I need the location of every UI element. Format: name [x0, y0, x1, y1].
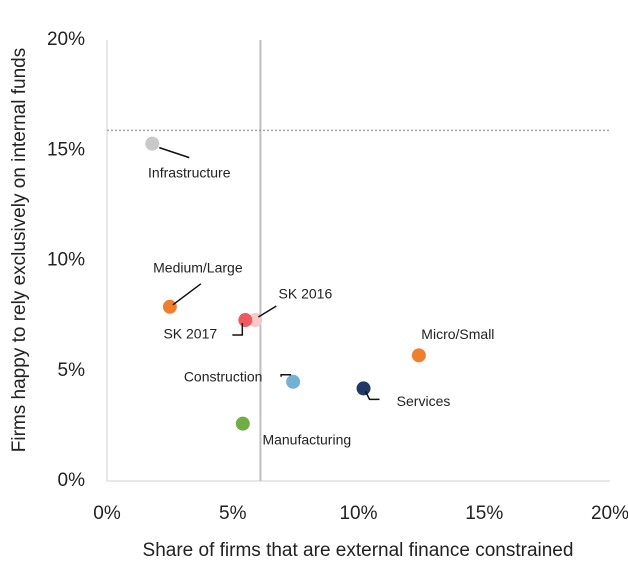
leader-line [364, 391, 380, 401]
point-label: Services [397, 393, 451, 409]
point-label: Medium/Large [153, 260, 243, 276]
point-label: SK 2016 [279, 286, 333, 302]
point [411, 348, 426, 363]
point [286, 374, 301, 389]
y-tick-label: 0% [58, 470, 86, 491]
leader-line [280, 374, 292, 377]
leader-line [172, 283, 202, 306]
point [235, 416, 250, 431]
leader-line [257, 305, 277, 318]
x-tick-label: 20% [591, 503, 628, 524]
point [162, 299, 177, 314]
y-tick-label: 5% [58, 360, 86, 381]
point-label: Infrastructure [148, 164, 231, 180]
x-tick-label: 10% [339, 503, 377, 524]
point [145, 136, 160, 151]
x-axis-title: Share of firms that are external finance… [143, 540, 574, 561]
y-axis-title: Firms happy to rely exclusively on inter… [9, 48, 30, 452]
x-tick-label: 15% [465, 503, 503, 524]
y-tick-label: 20% [47, 29, 85, 50]
y-tick-label: 10% [47, 250, 85, 271]
point-label: Micro/Small [421, 326, 494, 342]
x-tick-label: 0% [93, 503, 121, 524]
point [356, 381, 371, 396]
leader-line [159, 146, 190, 159]
point-label: Construction [184, 368, 263, 384]
point [238, 313, 253, 328]
leader-line [232, 323, 244, 336]
point-label: SK 2017 [163, 326, 217, 342]
y-tick-label: 15% [47, 139, 85, 160]
point-label: Manufacturing [262, 431, 351, 447]
x-tick-label: 5% [219, 503, 247, 524]
